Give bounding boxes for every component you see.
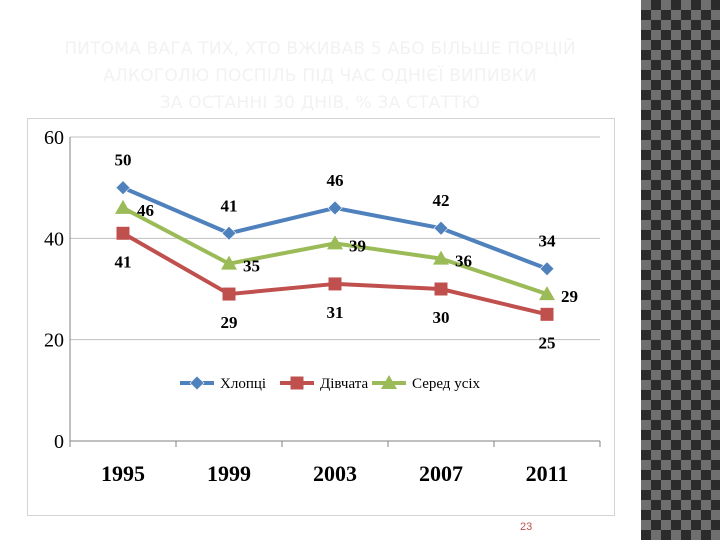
data-label-girls-2003: 31	[327, 303, 344, 322]
y-tick-label-0: 0	[54, 431, 64, 453]
data-label-all-1999: 35	[243, 257, 260, 276]
point-all-2003	[327, 235, 343, 250]
title-line-2: АЛКОГОЛЮ ПОСПІЛЬ ПІД ЧАС ОДНІЄЇ ВИПИВКИ	[103, 66, 537, 86]
title-line-3: ЗА ОСТАННІ 30 ДНІВ, % ЗА СТАТТЮ	[159, 93, 481, 113]
legend-marker-all	[381, 375, 397, 389]
x-tick-label-2007: 2007	[419, 461, 463, 486]
data-label-girls-2007: 30	[433, 308, 450, 327]
x-tick-label-2003: 2003	[313, 461, 357, 486]
title-line-1: ПИТОМА ВАГА ТИХ, ХТО ВЖИВАВ 5 АБО БІЛЬШЕ…	[64, 39, 576, 59]
data-label-girls-2011: 25	[539, 333, 556, 352]
point-boys-2003	[327, 200, 343, 216]
legend-marker-boys	[189, 375, 205, 391]
data-label-boys-2011: 34	[539, 232, 557, 251]
legend-label-all: Серед усіх	[412, 376, 481, 392]
legend-marker-girls	[290, 376, 304, 390]
data-label-all-2011: 29	[561, 287, 578, 306]
data-label-all-1995: 46	[137, 201, 154, 220]
line-chart: 0 20 40 60 1995 1999 2003 2007 2011 50 41 46 42 34 41 2…	[44, 127, 601, 486]
x-tick-label-1999: 1999	[207, 461, 251, 486]
data-label-girls-1999: 29	[221, 313, 238, 332]
point-boys-2011	[539, 261, 555, 277]
point-all-2007	[433, 250, 449, 265]
point-all-1999	[221, 255, 237, 270]
x-tick-label-2011: 2011	[526, 461, 569, 486]
data-label-all-2007: 36	[455, 252, 472, 271]
y-tick-label-60: 60	[44, 127, 64, 149]
point-boys-2007	[433, 220, 449, 236]
data-label-boys-2003: 46	[327, 171, 344, 190]
point-all-1995	[115, 199, 131, 214]
data-label-girls-1995: 41	[115, 252, 132, 271]
data-label-boys-1995: 50	[115, 151, 132, 170]
y-tick-label-40: 40	[44, 228, 64, 250]
legend-label-girls: Дівчата	[320, 376, 368, 392]
x-tick-label-1995: 1995	[101, 461, 145, 486]
page-number: 23	[520, 521, 533, 533]
point-boys-1999	[221, 225, 237, 241]
data-label-boys-2007: 42	[433, 191, 450, 210]
point-girls-1999	[222, 287, 236, 301]
y-tick-label-20: 20	[44, 330, 64, 352]
point-all-2011	[539, 286, 555, 301]
decorative-side-pattern	[641, 0, 720, 540]
point-boys-1995	[115, 180, 131, 196]
point-girls-2011	[540, 307, 554, 321]
chart-frame: 0 20 40 60 1995 1999 2003 2007 2011 50 41 46 42 34 41 2…	[27, 118, 615, 516]
slide-title: ПИТОМА ВАГА ТИХ, ХТО ВЖИВАВ 5 АБО БІЛЬШЕ…	[20, 36, 620, 117]
point-girls-2007	[434, 282, 448, 296]
legend-label-boys: Хлопці	[220, 376, 266, 392]
point-girls-2003	[328, 277, 342, 291]
point-girls-1995	[116, 226, 130, 240]
data-label-all-2003: 39	[349, 236, 366, 255]
series-line-boys	[122, 185, 548, 271]
data-label-boys-1999: 41	[221, 196, 238, 215]
